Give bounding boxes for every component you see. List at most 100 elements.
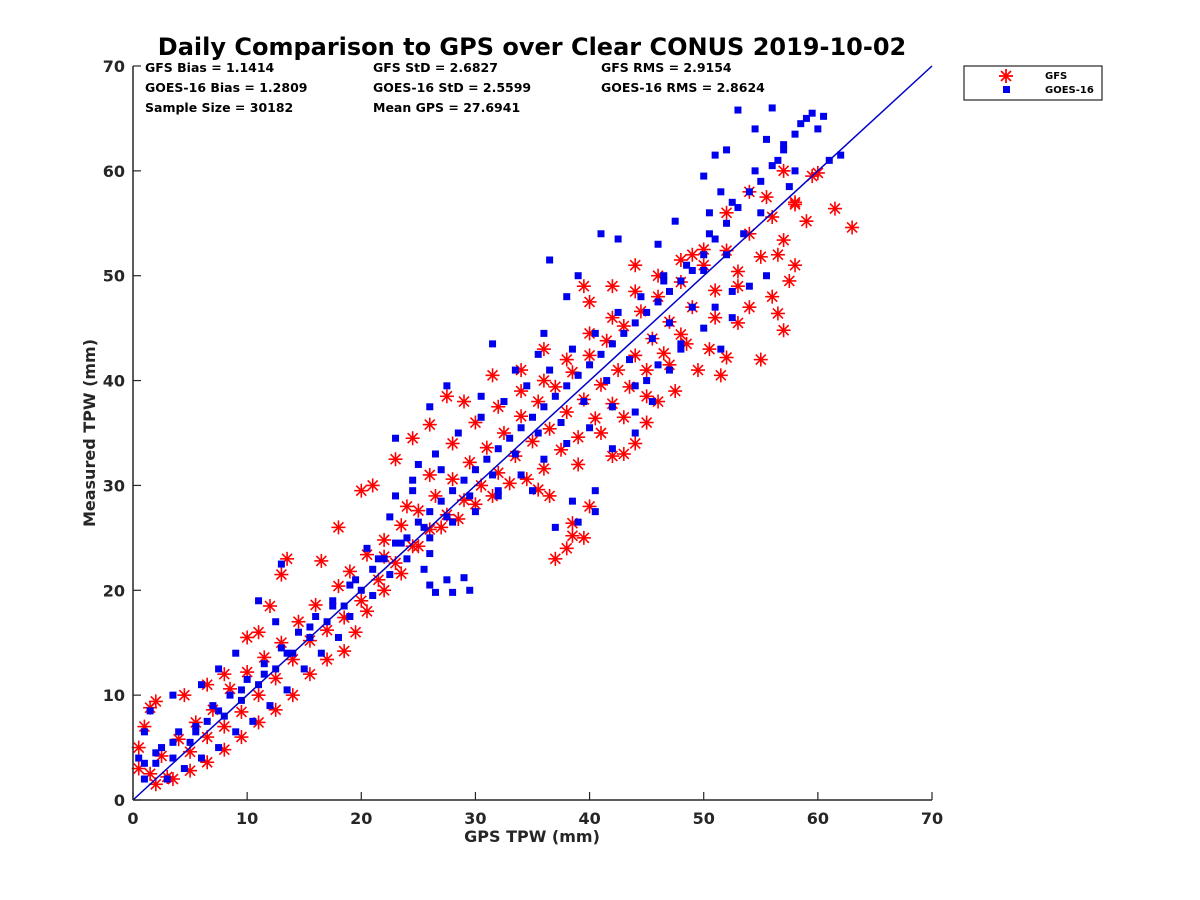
- x-tick-label: 0: [127, 809, 138, 828]
- goes-point: [158, 744, 166, 752]
- goes-point: [466, 586, 474, 594]
- gfs-point: [582, 348, 597, 363]
- legend-box: [963, 65, 1103, 101]
- goes-point: [266, 702, 274, 710]
- gfs-point: [571, 457, 586, 472]
- goes-point: [489, 471, 497, 479]
- goes-point: [209, 702, 217, 710]
- goes-point: [420, 523, 428, 531]
- gfs-point: [525, 434, 540, 449]
- goes-point: [283, 686, 291, 694]
- gfs-point: [131, 761, 146, 776]
- one-to-one-line: [132, 65, 933, 801]
- goes-point: [449, 588, 457, 596]
- stat-goes-bias: GOES-16 Bias = 1.2809: [145, 80, 307, 95]
- goes-point: [494, 445, 502, 453]
- goes-point: [563, 439, 571, 447]
- goes-point: [757, 209, 765, 217]
- stat-gfs-bias: GFS Bias = 1.1414: [145, 60, 275, 75]
- goes-point: [471, 508, 479, 516]
- gfs-point: [782, 273, 797, 288]
- gfs-point: [388, 452, 403, 467]
- x-tick-label: 10: [236, 809, 258, 828]
- goes-point: [420, 565, 428, 573]
- y-tick-label: 30: [103, 476, 125, 495]
- goes-point: [540, 455, 548, 463]
- stat-gfs-rms: GFS RMS = 2.9154: [601, 60, 732, 75]
- gfs-point: [308, 597, 323, 612]
- gfs-point: [462, 455, 477, 470]
- gfs-point: [845, 220, 860, 235]
- goes-point: [614, 308, 622, 316]
- goes-point: [808, 109, 816, 117]
- goes-point: [568, 497, 576, 505]
- gfs-point: [217, 719, 232, 734]
- goes-point: [334, 633, 342, 641]
- goes-point: [631, 408, 639, 416]
- goes-point: [243, 675, 251, 683]
- goes-point: [574, 371, 582, 379]
- legend: GFS GOES-16: [963, 65, 1103, 101]
- goes-point: [260, 670, 268, 678]
- gfs-point: [548, 551, 563, 566]
- goes-point: [660, 272, 668, 280]
- goes-point: [734, 106, 742, 114]
- goes-point: [557, 419, 565, 427]
- y-tick-label: 70: [103, 57, 125, 76]
- goes-point: [477, 392, 485, 400]
- goes-point: [494, 487, 502, 495]
- goes-point: [774, 156, 782, 164]
- goes-point: [443, 382, 451, 390]
- goes-point: [580, 398, 588, 406]
- goes-point: [797, 120, 805, 128]
- goes-point: [540, 329, 548, 337]
- plot-area: [131, 65, 933, 801]
- gfs-point: [394, 518, 409, 533]
- gfs-point: [342, 564, 357, 579]
- goes-point: [711, 151, 719, 159]
- stat-gfs-std: GFS StD = 2.6827: [373, 60, 498, 75]
- goes-point: [591, 487, 599, 495]
- goes-point: [300, 665, 308, 673]
- gfs-point: [588, 411, 603, 426]
- gfs-point: [770, 247, 785, 262]
- gfs-point: [559, 541, 574, 556]
- goes-point: [414, 518, 422, 526]
- gfs-point: [337, 644, 352, 659]
- goes-point: [352, 576, 360, 584]
- goes-point: [654, 361, 662, 369]
- goes-point: [631, 382, 639, 390]
- axes: 0 10 20 30 40 50 60 70 0 10 20 30 40 50 60 70: [103, 57, 943, 828]
- gfs-point: [234, 704, 249, 719]
- goes-point: [192, 728, 200, 736]
- goes-point: [717, 188, 725, 196]
- goes-point: [534, 350, 542, 358]
- goes-point: [477, 413, 485, 421]
- goes-point: [494, 492, 502, 500]
- gfs-point: [262, 599, 277, 614]
- goes-point: [511, 450, 519, 458]
- gfs-point: [759, 190, 774, 205]
- gfs-point: [576, 530, 591, 545]
- gfs-point: [542, 488, 557, 503]
- gfs-point: [251, 625, 266, 640]
- gfs-point: [314, 553, 329, 568]
- gfs-point: [240, 630, 255, 645]
- goes-point: [466, 492, 474, 500]
- goes-point: [677, 345, 685, 353]
- goes-point: [426, 550, 434, 558]
- goes-point: [431, 588, 439, 596]
- gfs-point: [593, 426, 608, 440]
- goes-point: [791, 167, 799, 175]
- gfs-point: [753, 352, 768, 367]
- goes-point: [215, 665, 223, 673]
- goes-point: [586, 424, 594, 432]
- goes-point: [568, 345, 576, 353]
- goes-point: [392, 434, 400, 442]
- gfs-point: [377, 583, 392, 598]
- goes-point: [232, 728, 240, 736]
- goes-point: [591, 508, 599, 516]
- goes-point: [637, 293, 645, 301]
- gfs-point: [719, 350, 734, 365]
- gfs-point: [331, 520, 346, 535]
